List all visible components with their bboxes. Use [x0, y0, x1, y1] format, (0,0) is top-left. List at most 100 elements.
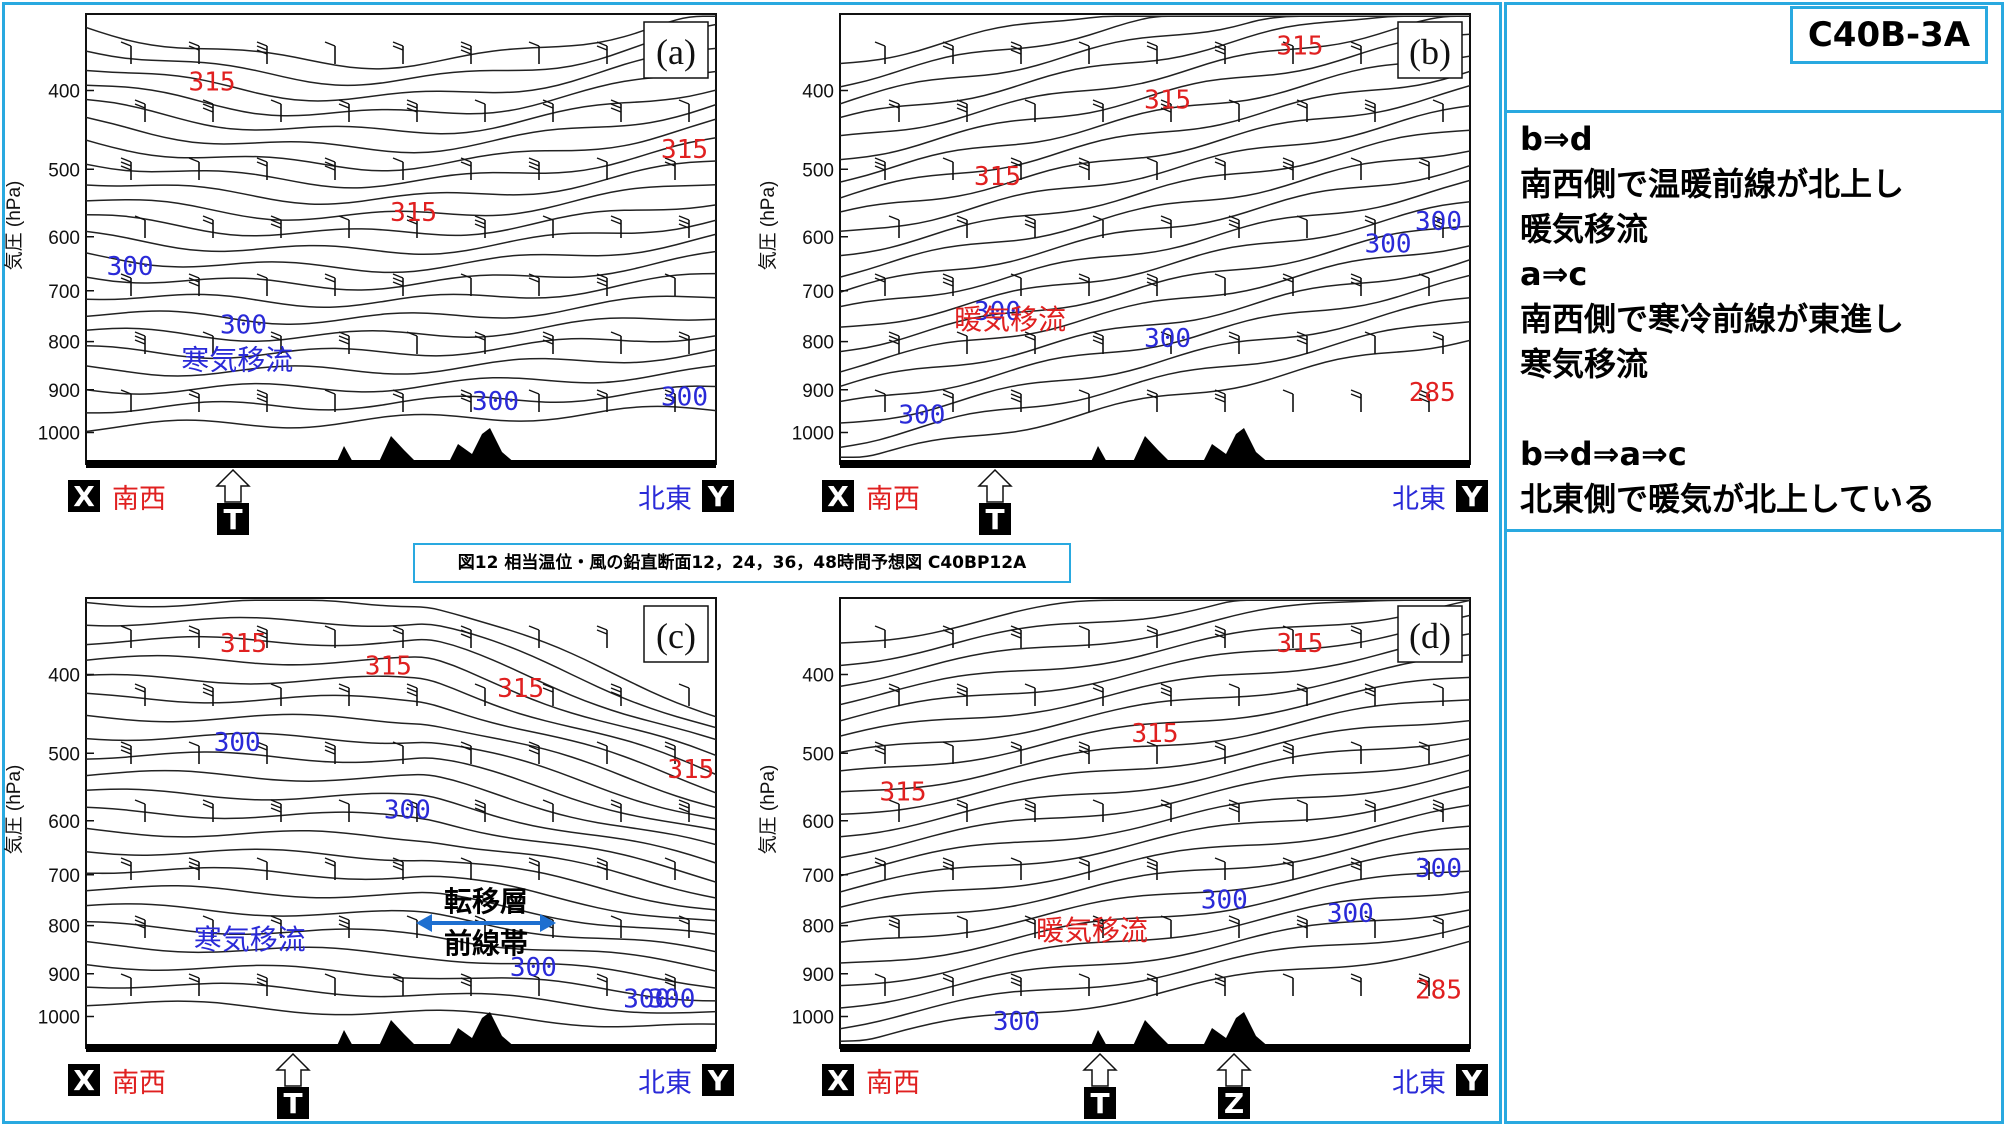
wind-barb-flag — [596, 277, 608, 283]
wind-barb-flag — [1282, 625, 1294, 631]
theta-label: 315 — [390, 198, 437, 228]
wind-barb-flag — [678, 335, 690, 341]
wind-barb-flag — [406, 799, 418, 805]
theta-label: 315 — [220, 629, 267, 659]
wind-barb-flag — [1296, 99, 1308, 105]
wind-barb-flag — [338, 799, 350, 805]
wind-barb-flag — [1364, 803, 1376, 809]
wind-barb-flag — [256, 45, 268, 51]
wind-barb-flag — [1296, 687, 1308, 693]
wind-barb-flag — [270, 335, 282, 341]
wind-barb-flag — [460, 273, 472, 279]
wind-barb-flag — [134, 919, 146, 925]
wind-barb-flag — [942, 45, 954, 51]
wind-barb-flag — [392, 393, 404, 399]
wind-barb-flag — [610, 687, 622, 693]
theta-label: 315 — [1144, 86, 1191, 116]
wind-barb-flag — [1010, 45, 1022, 51]
wind-barb-flag — [874, 161, 886, 167]
wind-barb-flag — [942, 865, 954, 871]
transition-layer-label: 転移層 — [444, 885, 528, 918]
y-endpoint-label: Y — [707, 480, 729, 513]
isentrope-line — [86, 940, 716, 989]
wind-barb-flag — [596, 857, 608, 863]
wind-barb-flag — [1364, 799, 1376, 805]
isentrope-line — [840, 179, 1470, 308]
advection-label: 暖気移流 — [954, 303, 1066, 336]
panel-tag: (a) — [656, 32, 696, 72]
wind-barb-flag — [874, 277, 886, 283]
wind-barb-flag — [256, 973, 268, 979]
wind-barb-flag — [596, 625, 608, 631]
wind-barb-flag — [134, 331, 146, 337]
wind-barb-flag — [1078, 389, 1090, 395]
wind-barb-flag — [188, 741, 200, 747]
wind-barb-flag — [596, 41, 608, 47]
isentrope-line — [840, 754, 1470, 859]
wind-barb-flag — [188, 857, 200, 863]
wind-barb-flag — [460, 981, 472, 987]
wind-barb-flag — [1146, 629, 1158, 635]
wind-barb-flag — [664, 857, 676, 863]
wind-barb-flag — [1214, 273, 1226, 279]
wind-barb-flag — [1228, 803, 1240, 809]
isentrope-line — [86, 70, 716, 117]
wind-barb-flag — [678, 919, 690, 925]
wind-barb-flag — [338, 923, 350, 929]
wind-barb-flag — [270, 807, 282, 813]
theta-label: 315 — [1276, 629, 1323, 659]
wind-barb-flag — [324, 277, 336, 283]
wind-barb-flag — [392, 861, 404, 867]
wind-barb-flag — [1282, 161, 1294, 167]
wind-barb-flag — [256, 157, 268, 163]
isentrope-line — [840, 847, 1470, 943]
wind-barb-flag — [1092, 923, 1104, 929]
wind-barb-flag — [1214, 741, 1226, 747]
wind-barb-flag — [1092, 339, 1104, 345]
figure-caption: 図12 相当温位・風の鉛直断面12，24，36，48時間予想図 C40BP12A — [413, 543, 1071, 583]
y-tick-label: 800 — [802, 333, 834, 354]
wind-barb-flag — [1092, 919, 1104, 925]
wind-barb-flag — [1010, 857, 1022, 863]
isentrope-line — [86, 654, 716, 757]
isentrope-line — [86, 23, 716, 87]
wind-barb-flag — [1432, 215, 1444, 221]
wind-barb-flag — [1010, 161, 1022, 167]
terrain — [336, 428, 516, 464]
isentrope-line — [86, 385, 716, 414]
y-tick-label: 700 — [802, 282, 834, 303]
wind-barb-flag — [1228, 99, 1240, 105]
wind-barb-flag — [610, 803, 622, 809]
wind-barb-flag — [188, 277, 200, 283]
isentrope-line — [840, 891, 1470, 987]
theta-label: 300 — [993, 1007, 1040, 1037]
wind-barb-flag — [888, 915, 900, 921]
isentrope-line — [840, 633, 1470, 737]
isentrope-line — [840, 909, 1470, 1009]
wind-barb-flag — [1364, 103, 1376, 109]
northeast-label: 北東 — [1392, 484, 1446, 515]
isentrope-line — [840, 225, 1470, 353]
wind-barb-flag — [1350, 865, 1362, 871]
isentropes — [840, 599, 1470, 1043]
wind-barb-flag — [474, 335, 486, 341]
isentrope-line — [840, 15, 1470, 137]
wind-barb-flag — [392, 629, 404, 635]
y-tick-label: 500 — [48, 160, 80, 181]
wind-barb-flag — [406, 331, 418, 337]
wind-barb-flag — [596, 281, 608, 287]
wind-barb-flag — [542, 103, 554, 109]
isentrope-line — [86, 295, 716, 325]
wind-barb-flag — [1432, 683, 1444, 689]
wind-barb-flag — [1296, 923, 1308, 929]
wind-barb-flag — [324, 41, 336, 47]
ground-line — [840, 460, 1470, 468]
wind-barb-flag — [542, 331, 554, 337]
y-tick-label: 400 — [802, 82, 834, 103]
wind-barb-flag — [202, 103, 214, 109]
wind-barb-flag — [120, 273, 132, 279]
wind-barb-flag — [460, 157, 472, 163]
wind-barb-flag — [956, 103, 968, 109]
wind-barb-flag — [610, 103, 622, 109]
wind-barb-flag — [188, 41, 200, 47]
